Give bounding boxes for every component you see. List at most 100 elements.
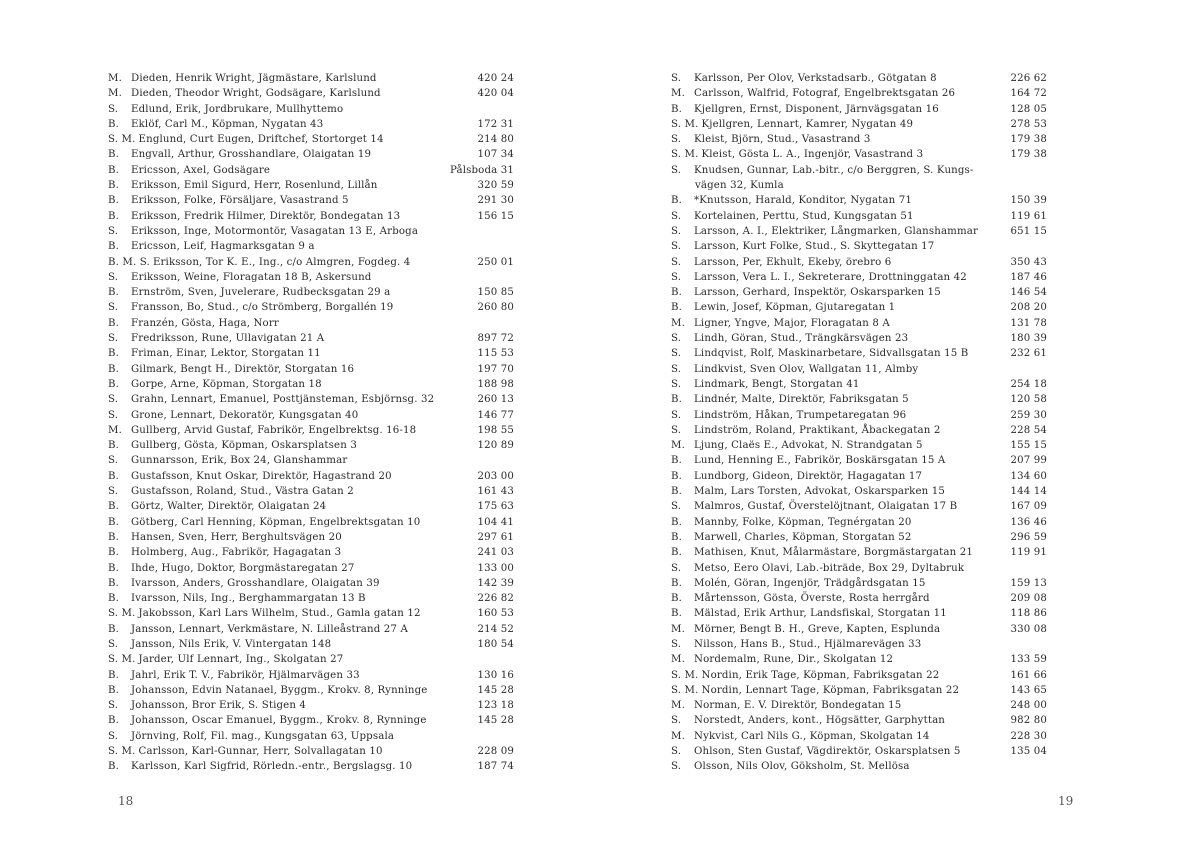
entry-name-address: Gilmark, Bengt H., Direktör, Storgatan 1… (131, 363, 355, 375)
entry-phone-number: 119 61 (1010, 210, 1047, 222)
directory-entry: B. Eriksson, Folke, Försäljare, Vasastran… (108, 193, 514, 208)
directory-entry: B. Kjellgren, Ernst, Disponent, Järnvägsg… (671, 102, 1047, 117)
directory-entry: S. Larsson, A. I., Elektriker, Långmarken… (671, 224, 1047, 239)
entry-name-address: Johansson, Oscar Emanuel, Byggm., Krokv.… (131, 715, 427, 727)
entry-name-address: Larsson, Vera L. I., Sekreterare, Drottn… (694, 271, 967, 283)
entry-phone-number: 175 63 (477, 501, 514, 513)
directory-entry: S. Jansson, Nils Erik, V. Vintergatan 148… (108, 637, 514, 652)
entry-phone-number: 161 43 (477, 486, 514, 498)
directory-entry: B. Görtz, Walter, Direktör, Olaigatan 24 1… (108, 499, 514, 514)
entry-name-address: Carlsson, Walfrid, Fotograf, Engelbrekts… (694, 88, 956, 100)
directory-entry: S. Ohlson, Sten Gustaf, Vägdirektör, Oska… (671, 744, 1047, 759)
entry-district-code: B. (108, 470, 120, 482)
entry-district-code: S. (671, 256, 682, 268)
entry-name-address: Lindqvist, Rolf, Maskinarbetare, Sidvall… (694, 348, 969, 360)
entry-phone-number: 420 24 (477, 73, 514, 84)
directory-entry: B. Malm, Lars Torsten, Advokat, Oskarspar… (671, 484, 1047, 499)
entry-district-code: B. (108, 516, 120, 528)
directory-entry: S. Fransson, Bo, Stud., c/o Strömberg, Bo… (108, 300, 514, 315)
directory-entry: S. Jörnving, Rolf, Fil. mag., Kungsgatan … (108, 729, 514, 744)
directory-entry: B. Karlsson, Karl Sigfrid, Rörledn.-entr.… (108, 759, 514, 774)
entry-district-code: B. (671, 577, 683, 589)
directory-entry: S. Lindqvist, Rolf, Maskinarbetare, Sidva… (671, 346, 1047, 361)
directory-entry: B. Lundborg, Gideon, Direktör, Hagagatan … (671, 469, 1047, 484)
entry-district-code: S. (108, 394, 119, 406)
entry-name-address: Larsson, A. I., Elektriker, Långmarken, … (694, 225, 979, 237)
entry-phone-number: 146 77 (477, 409, 514, 421)
entry-phone-number: 167 09 (1010, 501, 1047, 513)
entry-district-code: B. (108, 669, 120, 681)
directory-entry: B. Mälstad, Erik Arthur, Landsfiskal, Sto… (671, 606, 1047, 621)
entry-district-code: B. (108, 761, 120, 773)
entry-name-address: Jansson, Nils Erik, V. Vintergatan 148 (131, 638, 332, 650)
entry-district-code: S. (671, 562, 682, 574)
directory-entry: B. Holmberg, Aug., Fabrikör, Hagagatan 3 2… (108, 545, 514, 560)
entry-name-address: Knudsen, Gunnar, Lab.-bitr., c/o Berggre… (694, 164, 974, 176)
entry-district-code: S. (108, 486, 119, 498)
entry-name-address: Nordin, Lennart Tage, Köpman, Fabriksgat… (701, 684, 960, 696)
directory-entry: B. *Knutsson, Harald, Konditor, Nygatan 7… (671, 193, 1047, 208)
entry-district-code: M. (671, 730, 685, 742)
entry-phone-number: 172 31 (477, 118, 514, 130)
directory-entry: M. Dieden, Theodor Wright, Godsägare, Kar… (108, 86, 514, 101)
entry-name-address: Jarder, Ulf Lennart, Ing., Skolgatan 27 (138, 654, 344, 666)
entry-name-address: Fransson, Bo, Stud., c/o Strömberg, Borg… (131, 302, 394, 314)
entry-name-address: Friman, Einar, Lektor, Storgatan 11 (131, 348, 321, 360)
entry-name-address: Gullberg, Arvid Gustaf, Fabrikör, Engelb… (131, 424, 417, 436)
entry-phone-number: 228 30 (1010, 730, 1047, 742)
entry-district-code: B. (108, 164, 120, 176)
directory-entry: B. Gustafsson, Knut Oskar, Direktör, Haga… (108, 469, 514, 484)
directory-entry: M. Nykvist, Carl Nils G., Köpman, Skolgat… (671, 729, 1047, 744)
entry-phone-number: 214 80 (477, 134, 514, 146)
directory-entry: S. M. Kleist, Gösta L. A., Ingenjör, Vasa… (671, 147, 1047, 162)
directory-entry: B. Molén, Göran, Ingenjör, Trädgårdsgatan… (671, 576, 1047, 591)
entry-district-code: M. (671, 88, 685, 100)
directory-entry: S. M. Nordin, Lennart Tage, Köpman, Fabri… (671, 683, 1047, 698)
entry-phone-number: 131 78 (1010, 317, 1047, 329)
entry-phone-number: 120 58 (1010, 394, 1047, 406)
directory-entry: S. Grahn, Lennart, Emanuel, Posttjänstema… (108, 392, 514, 407)
entry-name-address: Lewin, Josef, Köpman, Gjutaregatan 1 (694, 302, 896, 314)
entry-name-address: *Knutsson, Harald, Konditor, Nygatan 71 (694, 195, 913, 207)
entry-name-address: Nykvist, Carl Nils G., Köpman, Skolgatan… (694, 730, 930, 742)
entry-district-code: S. (671, 638, 682, 650)
entry-district-code: S. (671, 333, 682, 345)
directory-entry: B. Franzén, Gösta, Haga, Norr (108, 316, 514, 331)
entry-name-address: Jansson, Lennart, Verkmästare, N. Lilleå… (131, 623, 408, 635)
entry-district-code: S. M. (108, 746, 136, 758)
entry-phone-number: 241 03 (477, 547, 514, 559)
entry-phone-number: 651 15 (1010, 225, 1047, 237)
entry-district-code: B. (108, 348, 120, 360)
entry-district-code: B. (108, 501, 120, 513)
entry-name-address: Ivarsson, Anders, Grosshandlare, Olaigat… (131, 577, 380, 589)
directory-entry: S. M. Englund, Curt Eugen, Driftchef, Sto… (108, 132, 514, 147)
directory-entry: M. Nordemalm, Rune, Dir., Skolgatan 12 133… (671, 652, 1047, 667)
entry-phone-number: 260 80 (477, 302, 514, 314)
entry-name-address: Karlsson, Karl Sigfrid, Rörledn.-entr., … (131, 761, 413, 773)
entry-name-address: Eriksson, Inge, Motormontör, Vasagatan 1… (131, 225, 419, 237)
entry-name-address: Lindström, Roland, Praktikant, Åbackegat… (694, 424, 941, 436)
entry-name-address: Eklöf, Carl M., Köpman, Nygatan 43 (131, 118, 324, 130)
entry-name-address: Olsson, Nils Olov, Göksholm, St. Mellösa (694, 761, 910, 773)
directory-entry: B. Mannby, Folke, Köpman, Tegnérgatan 20 1… (671, 515, 1047, 530)
entry-name-address: Mårtensson, Gösta, Överste, Rosta herrgå… (694, 593, 930, 605)
entry-name-address: Lund, Henning E., Fabrikör, Boskärsgatan… (694, 455, 946, 467)
entry-phone-number: 187 46 (1010, 271, 1047, 283)
entry-phone-number: 150 85 (477, 287, 514, 299)
directory-entry: M. Carlsson, Walfrid, Fotograf, Engelbrek… (671, 86, 1047, 101)
entry-phone-number: 982 80 (1010, 715, 1047, 727)
left-page-directory: M. Dieden, Henrik Wright, Jägmästare, Kar… (108, 71, 514, 775)
directory-entry: S. Olsson, Nils Olov, Göksholm, St. Mellö… (671, 759, 1047, 774)
entry-name-address: Jakobsson, Karl Lars Wilhelm, Stud., Gam… (138, 608, 421, 620)
entry-phone-number: 128 05 (1010, 103, 1047, 115)
directory-entry: S. Fredriksson, Rune, Ullavigatan 21 A 897… (108, 331, 514, 346)
entry-name-address: Kleist, Gösta L. A., Ingenjör, Vasastran… (701, 149, 924, 161)
entry-name-address: Mälstad, Erik Arthur, Landsfiskal, Storg… (694, 608, 947, 620)
entry-district-code: B. (671, 455, 683, 467)
entry-district-code: S. (671, 241, 682, 253)
directory-entry: B. Johansson, Oscar Emanuel, Byggm., Krok… (108, 713, 514, 728)
directory-entry: S. Malmros, Gustaf, Överstelöjtnant, Olai… (671, 499, 1047, 514)
entry-phone-number: 155 15 (1010, 440, 1047, 452)
entry-name-address: Eriksson, Fredrik Hilmer, Direktör, Bond… (131, 210, 401, 222)
entry-district-code: S. (108, 455, 119, 467)
